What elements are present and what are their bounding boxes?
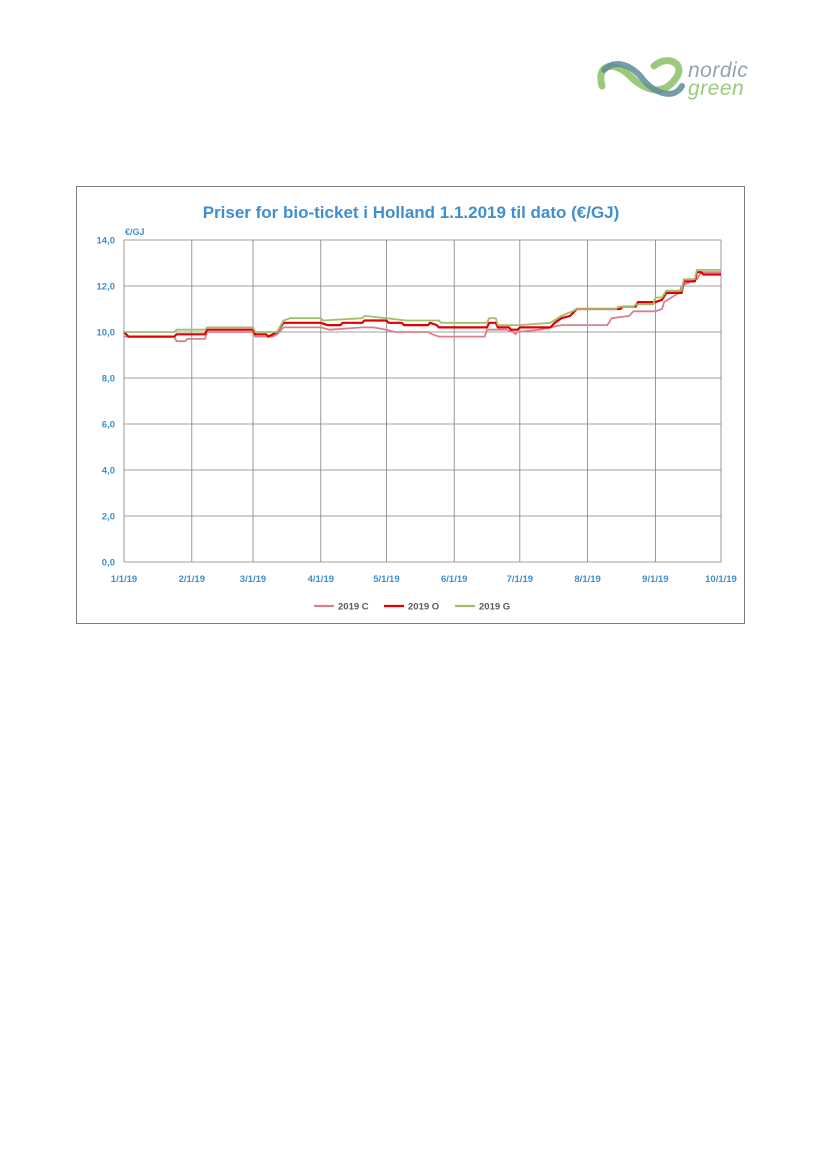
legend-label: 2019 G [479, 602, 510, 613]
y-tick-label: 8,0 [102, 374, 115, 385]
y-tick-label: 4,0 [102, 466, 115, 477]
chart-legend: 2019 C 2019 O 2019 G [314, 602, 510, 613]
series-line-2019-g [124, 269, 721, 333]
y-tick-label: 12,0 [97, 282, 116, 293]
series-line-2019-c [124, 271, 721, 343]
x-tick-label: 1/1/19 [111, 574, 137, 585]
x-tick-label: 10/1/19 [705, 574, 737, 585]
x-tick-label: 3/1/19 [240, 574, 266, 585]
y-axis-unit-label: €/GJ [125, 227, 145, 237]
y-axis-ticks: 0,0 2,0 4,0 6,0 8,0 10,0 12,0 14,0 [97, 236, 116, 569]
series-line-2019-o [123, 271, 721, 338]
legend-label: 2019 O [408, 602, 439, 613]
chart-series-lines [123, 269, 721, 343]
y-tick-label: 0,0 [102, 558, 115, 569]
y-tick-label: 6,0 [102, 420, 115, 431]
chart-container: Priser for bio-ticket i Holland 1.1.2019… [76, 186, 745, 624]
x-tick-label: 4/1/19 [308, 574, 334, 585]
y-tick-label: 14,0 [97, 236, 116, 247]
logo-text-line2: green [688, 77, 745, 100]
chart-title: Priser for bio-ticket i Holland 1.1.2019… [203, 203, 620, 222]
nordic-green-logo: nordic green [596, 56, 756, 104]
y-tick-label: 10,0 [97, 328, 116, 339]
legend-label: 2019 C [338, 602, 369, 613]
chart-gridlines [123, 239, 722, 563]
infinity-logo-icon [597, 57, 685, 97]
x-tick-label: 5/1/19 [373, 574, 399, 585]
x-axis-ticks: 1/1/19 2/1/19 3/1/19 4/1/19 5/1/19 6/1/19 7/1/… [111, 574, 737, 585]
x-tick-label: 2/1/19 [179, 574, 205, 585]
line-chart: Priser for bio-ticket i Holland 1.1.2019… [97, 203, 737, 613]
x-tick-label: 7/1/19 [507, 574, 533, 585]
logo-text-line1: nordic [688, 59, 749, 82]
y-tick-label: 2,0 [102, 512, 115, 523]
x-tick-label: 9/1/19 [642, 574, 668, 585]
x-tick-label: 8/1/19 [574, 574, 600, 585]
x-tick-label: 6/1/19 [441, 574, 467, 585]
